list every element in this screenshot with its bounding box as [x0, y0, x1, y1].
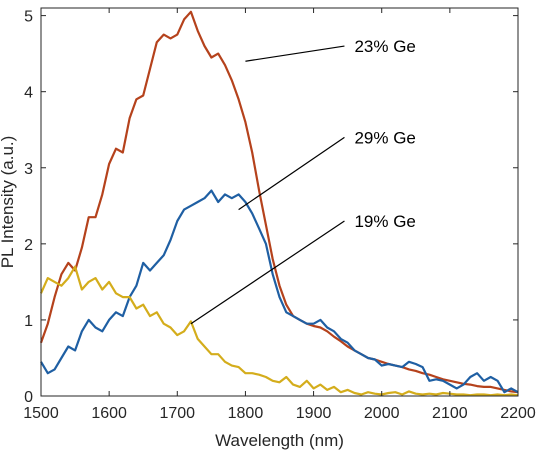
- x-tick-label: 1800: [228, 405, 264, 422]
- y-tick-label: 5: [24, 9, 33, 26]
- annotation-label-29-ge: 29% Ge: [354, 128, 415, 147]
- annotation-line-23-ge: [245, 45, 345, 62]
- series-line-23-ge: [39, 10, 519, 394]
- x-tick-label: 1900: [296, 405, 332, 422]
- y-tick-label: 2: [24, 237, 33, 254]
- y-axis-title: PL Intensity (a.u.): [0, 136, 17, 269]
- y-tick-label: 1: [24, 313, 33, 330]
- series-line-19-ge: [39, 265, 519, 397]
- x-tick-label: 2000: [364, 405, 400, 422]
- y-tick-label: 0: [24, 389, 33, 406]
- annotation-layer: 23% Ge 29% Ge 19% Ge: [190, 37, 416, 325]
- annotation-line-29-ge: [238, 136, 345, 211]
- x-tick-label: 1600: [91, 405, 127, 422]
- x-tick-label: 2200: [500, 405, 536, 422]
- x-tick-label: 1700: [159, 405, 195, 422]
- annotation-label-23-ge: 23% Ge: [354, 37, 415, 56]
- series-line-29-ge: [40, 189, 519, 394]
- annotation-line-19-ge: [190, 220, 345, 325]
- plot-frame: [40, 7, 519, 397]
- y-tick-label: 3: [24, 161, 33, 178]
- annotation-label-19-ge: 19% Ge: [354, 212, 415, 231]
- series-layer: [39, 10, 519, 397]
- y-tick-label: 4: [24, 85, 33, 102]
- tick-layer: 1500 1600 1700 1800 1900 2000 2100 2200 0 1 2 3 4 5: [23, 8, 536, 422]
- x-tick-label: 1500: [23, 405, 59, 422]
- x-axis-title: Wavelength (nm): [215, 431, 344, 450]
- x-tick-label: 2100: [432, 405, 468, 422]
